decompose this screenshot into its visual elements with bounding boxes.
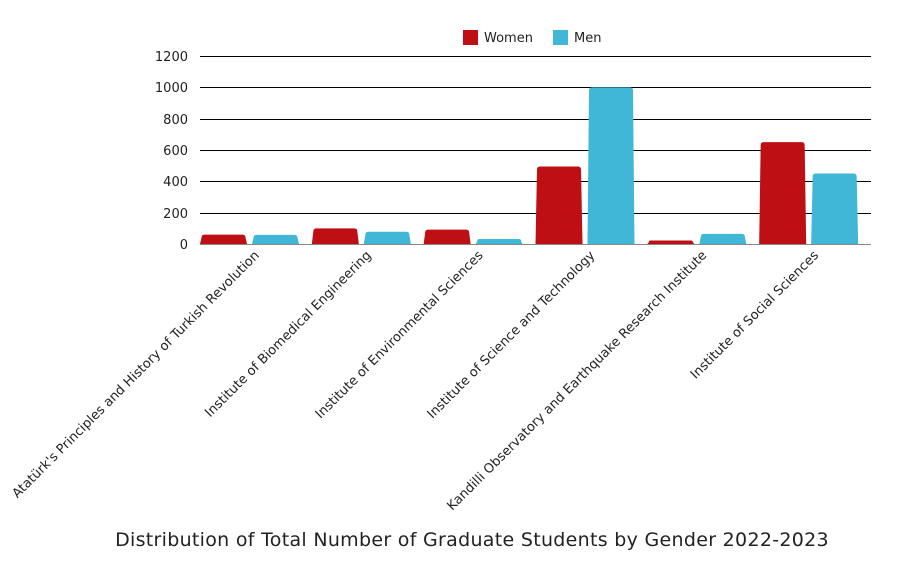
x-category-label: Kandilli Observatory and Earthquake Rese… — [445, 248, 711, 514]
bar-men-5 — [811, 173, 859, 244]
bar-women-4 — [647, 240, 695, 244]
y-tick-label: 200 — [163, 207, 188, 222]
y-axis-ticks: 0 200 400 600 800 1000 1200 — [155, 50, 188, 253]
x-axis-labels: Atatürk's Principles and History of Turk… — [10, 248, 823, 514]
y-tick-label: 600 — [163, 144, 188, 159]
bar-men-0 — [252, 234, 299, 244]
bar-men-2 — [475, 238, 523, 244]
legend-label-men: Men — [574, 31, 601, 46]
y-tick-label: 800 — [163, 113, 188, 128]
y-tick-label: 400 — [163, 175, 188, 190]
bars — [200, 87, 859, 244]
bar-women-1 — [311, 228, 359, 244]
legend: Women Men — [463, 30, 601, 46]
bar-women-2 — [423, 229, 471, 244]
legend-swatch-women — [463, 30, 478, 45]
bar-women-0 — [200, 234, 247, 244]
x-category-label: Atatürk's Principles and History of Turk… — [10, 248, 263, 501]
bar-women-5 — [759, 142, 807, 244]
y-tick-label: 0 — [180, 238, 188, 253]
gridlines — [200, 56, 871, 245]
y-tick-label: 1200 — [155, 50, 188, 65]
x-category-label: Institute of Social Sciences — [688, 248, 822, 382]
y-tick-label: 1000 — [155, 81, 188, 96]
chart-title: Distribution of Total Number of Graduate… — [115, 529, 829, 551]
legend-swatch-men — [553, 30, 568, 45]
bar-men-1 — [363, 231, 411, 244]
bar-women-3 — [535, 166, 583, 244]
bar-men-4 — [699, 233, 747, 244]
legend-label-women: Women — [484, 31, 533, 46]
bar-men-3 — [587, 87, 635, 244]
